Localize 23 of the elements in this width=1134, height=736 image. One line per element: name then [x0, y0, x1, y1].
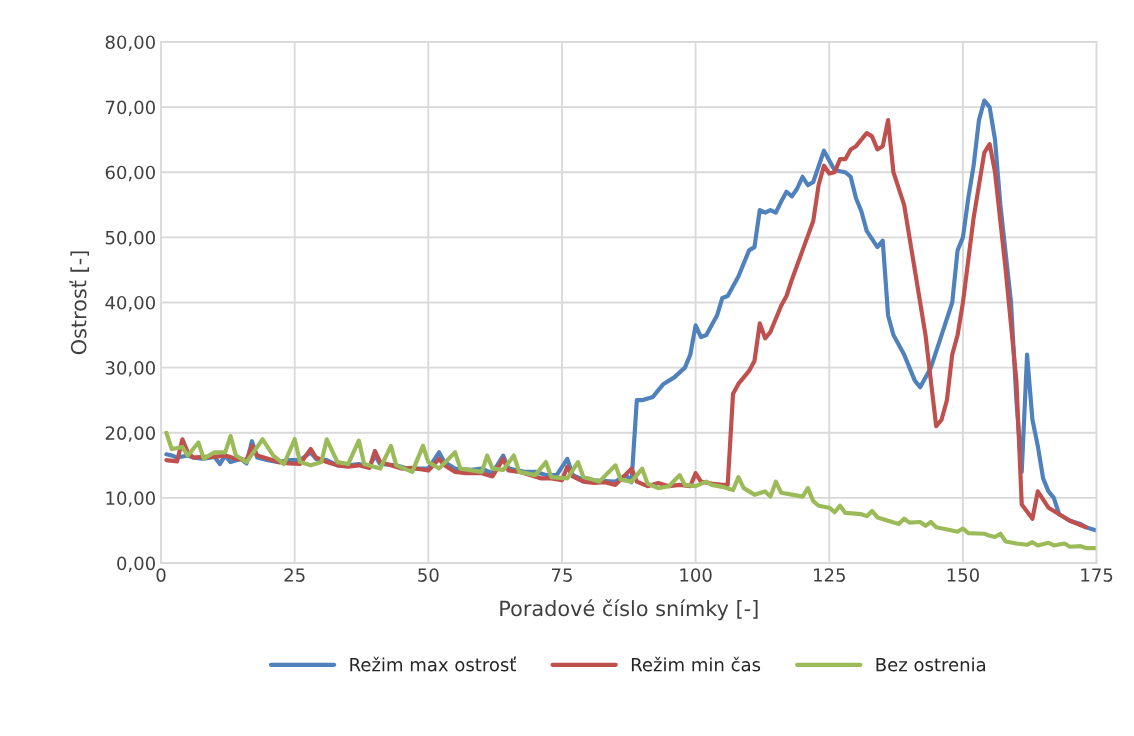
x-tick-label: 100: [680, 568, 712, 582]
y-tick-label: 20,00: [105, 426, 155, 442]
y-tick-label: 0,00: [117, 556, 155, 572]
x-tick-label: 25: [284, 568, 305, 582]
y-tick-label: 50,00: [105, 230, 155, 247]
y-tick-label: 60,00: [105, 165, 155, 182]
legend-label: Bez ostrenia: [876, 657, 986, 672]
y-tick-label: 40,00: [105, 295, 155, 312]
x-tick-label: 0: [156, 568, 166, 582]
y-tick-label: 10,00: [106, 491, 155, 507]
y-tick-label: 30,00: [105, 361, 155, 377]
line-series: [164, 430, 1097, 551]
x-tick-label: 125: [814, 568, 845, 582]
x-tick-label: 50: [418, 568, 439, 582]
y-tick-label: 80,00: [105, 35, 155, 51]
x-tick-label: 175: [1081, 568, 1113, 582]
legend-label: Režim min čas: [631, 656, 761, 672]
y-axis-title: Ostrosť [-]: [69, 251, 89, 355]
x-tick-label: 75: [551, 568, 572, 582]
legend-label: Režim max ostrosť: [350, 656, 517, 672]
y-tick-label: 70,00: [105, 100, 155, 117]
x-axis-title: Poradové číslo snímky [-]: [500, 599, 758, 621]
x-tick-label: 150: [947, 568, 979, 582]
